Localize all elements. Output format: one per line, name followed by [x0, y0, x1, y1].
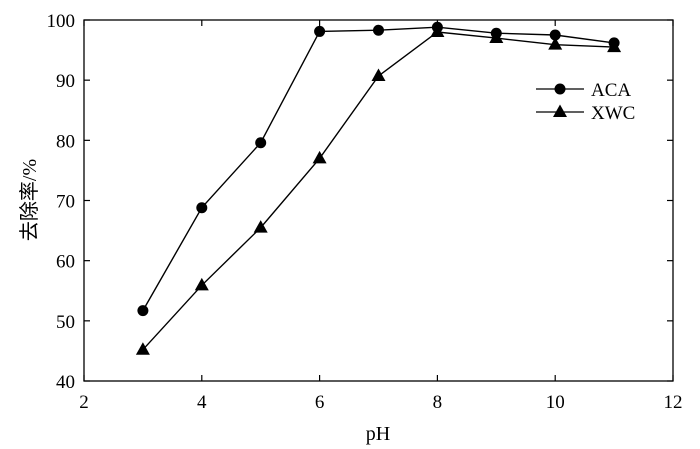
legend-label-xwc: XWC — [591, 103, 635, 124]
legend: ACA XWC — [536, 80, 635, 124]
x-axis-title: pH — [366, 423, 390, 445]
data-point-xwc — [607, 39, 622, 53]
legend-label-aca: ACA — [591, 80, 631, 101]
y-tick-label: 80 — [56, 131, 75, 152]
data-point-xwc — [371, 68, 386, 81]
axis-ticks: 2 4 6 8 10 12 40 50 60 70 80 90 100 — [47, 11, 683, 413]
x-tick-label: 6 — [315, 392, 325, 413]
y-tick-label: 50 — [56, 312, 75, 333]
data-point-xwc — [253, 220, 268, 233]
data-point-xwc — [430, 24, 445, 38]
y-tick-label: 40 — [56, 372, 75, 393]
x-tick-label: 10 — [546, 392, 565, 413]
x-tick-label: 4 — [197, 392, 207, 413]
y-tick-label: 70 — [56, 192, 75, 213]
data-point-aca — [196, 202, 208, 214]
x-tick-label: 8 — [433, 392, 443, 413]
series-layer — [135, 21, 622, 355]
data-point-aca — [549, 29, 561, 41]
legend-marker-aca — [554, 83, 566, 95]
data-point-xwc — [135, 342, 150, 355]
data-point-xwc — [194, 277, 209, 291]
data-point-aca — [314, 25, 326, 37]
x-tick-label: 2 — [79, 392, 89, 413]
data-point-xwc — [489, 30, 504, 44]
data-point-xwc — [548, 37, 563, 50]
y-tick-label: 90 — [56, 71, 75, 92]
x-tick-label: 12 — [664, 392, 683, 413]
data-point-aca — [373, 24, 384, 36]
y-axis-title: 去除率/% — [18, 159, 41, 241]
data-point-xwc — [312, 150, 327, 164]
legend-marker-xwc — [553, 104, 567, 117]
data-point-aca — [255, 137, 267, 149]
y-tick-label: 100 — [47, 11, 76, 32]
y-tick-label: 60 — [56, 252, 75, 273]
data-point-aca — [137, 305, 149, 317]
